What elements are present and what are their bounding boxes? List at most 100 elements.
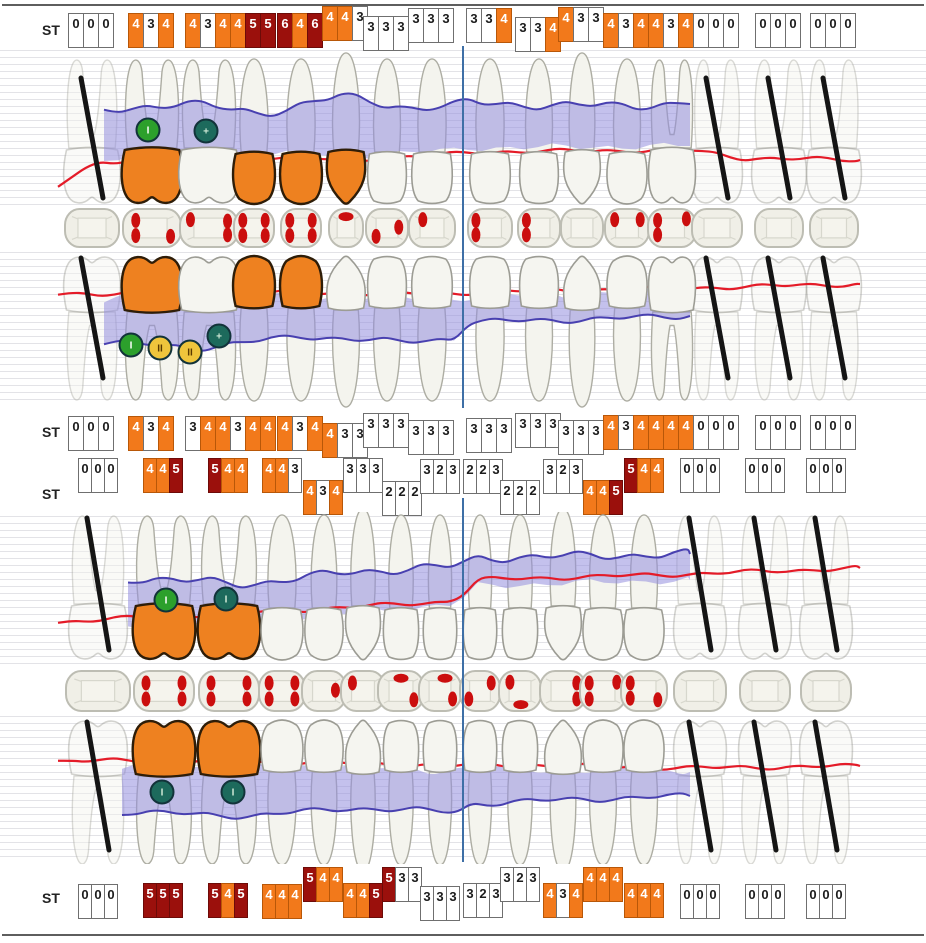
tooth-9-crown[interactable] [462,606,498,661]
occlusal-tooth-14[interactable] [673,670,727,712]
st-cell[interactable]: 3 [420,459,434,494]
tooth-8-crown[interactable] [410,255,454,310]
st-cell[interactable]: 0 [825,415,841,450]
st-cell[interactable]: 4 [637,458,651,493]
st-cell[interactable]: 0 [785,415,801,450]
missing-tooth-mark-15[interactable] [765,75,793,201]
st-cell[interactable]: 4 [329,867,343,902]
furcation-marker-green[interactable]: I [118,332,144,358]
st-cell[interactable]: 4 [275,884,289,919]
st-cell[interactable]: 0 [680,884,694,919]
furcation-marker-yellow[interactable]: II [177,339,203,365]
st-cell[interactable]: 4 [609,867,623,902]
tooth-10-crown[interactable] [501,719,539,774]
st-cell[interactable]: 3 [558,420,574,455]
tooth-11-crown[interactable] [562,148,602,205]
st-cell[interactable]: 3 [337,423,353,458]
st-cell[interactable]: 3 [363,16,379,51]
tooth-4-crown[interactable] [231,254,277,310]
st-cell[interactable]: 3 [489,459,503,494]
st-cell[interactable]: 4 [288,884,302,919]
occlusal-tooth-15[interactable] [754,208,804,248]
st-cell[interactable]: 3 [230,416,246,451]
st-cell[interactable]: 0 [770,13,786,48]
occlusal-tooth-2[interactable] [122,208,182,248]
occlusal-tooth-16[interactable] [800,670,852,712]
occlusal-tooth-3[interactable] [198,670,260,712]
st-cell[interactable]: 3 [438,8,454,43]
st-cell[interactable]: 4 [230,13,246,48]
st-cell[interactable]: 3 [423,420,439,455]
st-cell[interactable]: 0 [810,13,826,48]
st-cell[interactable]: 0 [745,884,759,919]
st-cell[interactable]: 4 [275,458,289,493]
st-cell[interactable]: 3 [618,13,634,48]
occlusal-tooth-13[interactable] [620,670,668,712]
tooth-9-crown[interactable] [462,719,498,774]
occlusal-tooth-11[interactable] [560,208,604,248]
st-cell[interactable]: 0 [758,884,772,919]
st-cell[interactable]: 0 [104,458,118,493]
st-cell[interactable]: 4 [496,8,512,43]
tooth-12-crown[interactable] [582,719,624,774]
tooth-14-crown[interactable] [672,720,728,778]
st-cell[interactable]: 4 [583,867,597,902]
st-cell[interactable]: 2 [382,481,396,516]
occlusal-tooth-1[interactable] [64,208,120,248]
st-cell[interactable]: 0 [770,415,786,450]
tooth-14-crown[interactable] [690,256,744,314]
st-cell[interactable]: 2 [433,459,447,494]
st-cell[interactable]: 5 [303,867,317,902]
st-cell[interactable]: 5 [169,883,183,918]
occlusal-tooth-6[interactable] [340,670,386,712]
st-cell[interactable]: 2 [408,481,422,516]
st-cell[interactable]: 4 [596,867,610,902]
missing-tooth-mark-1[interactable] [84,515,112,653]
st-cell[interactable]: 4 [678,13,694,48]
st-cell[interactable]: 4 [307,416,323,451]
st-cell[interactable]: 0 [78,458,92,493]
tooth-12-crown[interactable] [606,150,648,205]
st-cell[interactable]: 4 [648,415,664,450]
st-cell[interactable]: 4 [128,416,144,451]
st-cell[interactable]: 4 [624,883,638,918]
tooth-6-crown[interactable] [325,148,367,205]
tooth-13-crown[interactable] [623,719,665,774]
st-cell[interactable]: 3 [363,413,379,448]
tooth-16-crown[interactable] [798,720,854,778]
missing-tooth-mark-16[interactable] [812,515,840,653]
st-cell[interactable]: 2 [463,459,477,494]
st-cell[interactable]: 5 [624,458,638,493]
st-cell[interactable]: 4 [650,883,664,918]
tooth-16-crown[interactable] [805,256,863,314]
st-cell[interactable]: 0 [755,415,771,450]
st-cell[interactable]: 4 [603,13,619,48]
st-cell[interactable]: 0 [840,415,856,450]
st-cell[interactable]: 3 [588,420,604,455]
st-cell[interactable]: 5 [234,883,248,918]
st-cell[interactable]: 0 [693,884,707,919]
occlusal-tooth-3[interactable] [179,208,239,248]
tooth-8-crown[interactable] [422,606,458,661]
tooth-1-crown[interactable] [67,720,129,778]
st-cell[interactable]: 4 [678,415,694,450]
st-cell[interactable]: 4 [303,480,317,515]
st-cell[interactable]: 0 [91,458,105,493]
occlusal-tooth-12[interactable] [579,670,627,712]
missing-tooth-mark-1[interactable] [78,255,106,381]
st-cell[interactable]: 4 [558,7,574,42]
st-cell[interactable]: 4 [648,13,664,48]
st-cell[interactable]: 4 [603,415,619,450]
st-cell[interactable]: 6 [307,13,323,48]
tooth-7-crown[interactable] [366,255,408,310]
st-cell[interactable]: 3 [200,13,216,48]
tooth-11-crown[interactable] [543,719,583,776]
st-cell[interactable]: 3 [408,8,424,43]
occlusal-tooth-7[interactable] [365,208,409,248]
st-cell[interactable]: 3 [395,867,409,902]
st-cell[interactable]: 0 [708,13,724,48]
tooth-4-crown[interactable] [231,150,277,206]
st-cell[interactable]: 2 [526,480,540,515]
st-cell[interactable]: 4 [158,13,174,48]
tooth-3-crown[interactable] [177,146,241,204]
